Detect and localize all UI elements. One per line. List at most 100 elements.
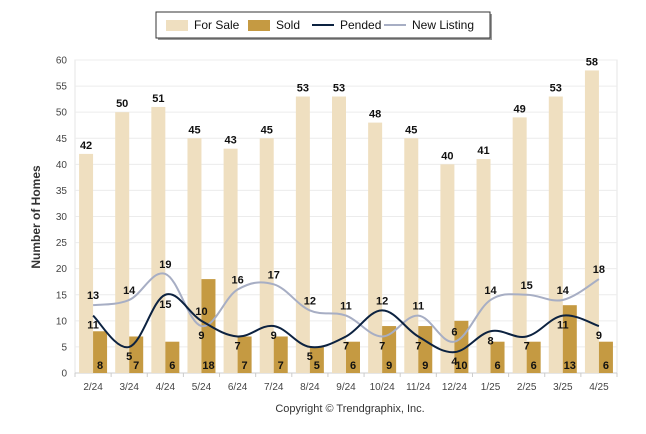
x-tick-label: 2/25 (517, 382, 537, 393)
x-tick-label: 1/25 (481, 382, 501, 393)
y-tick-label: 55 (56, 82, 68, 93)
bar-for-sale (332, 96, 346, 374)
label-new-listing: 9 (198, 330, 204, 342)
legend-swatch (166, 20, 188, 31)
label-pended: 7 (235, 340, 241, 352)
bar-sold (237, 336, 252, 373)
legend-swatch (248, 20, 270, 31)
bar-sold (273, 336, 288, 373)
label-for-sale: 41 (477, 145, 489, 157)
label-for-sale: 43 (224, 135, 236, 147)
label-new-listing: 16 (231, 275, 243, 287)
y-tick-label: 35 (56, 186, 68, 197)
label-for-sale: 45 (261, 124, 273, 136)
y-tick-label: 50 (56, 108, 68, 119)
label-pended: 5 (307, 351, 313, 363)
label-new-listing: 15 (521, 280, 533, 292)
label-for-sale: 53 (550, 83, 562, 95)
bar-for-sale (79, 153, 94, 373)
label-pended: 9 (271, 330, 277, 342)
label-new-listing: 6 (451, 327, 457, 339)
label-pended: 7 (415, 340, 421, 352)
label-sold: 7 (278, 360, 284, 372)
label-pended: 11 (557, 320, 569, 332)
label-sold: 18 (202, 360, 214, 372)
y-tick-label: 30 (56, 212, 68, 223)
label-for-sale: 49 (514, 103, 526, 115)
label-pended: 5 (126, 351, 132, 363)
bar-sold (346, 341, 360, 373)
legend-label: Sold (276, 18, 300, 32)
legend-label: For Sale (194, 18, 240, 32)
x-tick-label: 3/25 (553, 382, 573, 393)
bar-for-sale (512, 117, 527, 373)
legend-pended: Pended (312, 18, 381, 32)
label-new-listing: 7 (379, 340, 385, 352)
y-tick-label: 5 (61, 342, 67, 353)
y-axis: 0 5 10 15 20 25 30 35 40 45 50 55 60 (56, 56, 68, 380)
legend-sold: Sold (248, 18, 300, 32)
bar-sold (165, 341, 180, 373)
x-tick-label: 3/24 (119, 382, 139, 393)
label-sold: 7 (242, 360, 248, 372)
label-pended: 11 (87, 320, 99, 332)
label-pended: 12 (376, 295, 388, 307)
bars (79, 70, 613, 374)
label-sold: 6 (350, 360, 356, 372)
bar-for-sale (548, 96, 563, 374)
y-tick-label: 40 (56, 160, 68, 171)
line-pended (92, 293, 600, 354)
label-new-listing: 11 (412, 301, 424, 313)
y-tick-label: 25 (56, 238, 68, 249)
legend-for-sale: For Sale (166, 18, 240, 32)
y-tick-label: 10 (56, 316, 68, 327)
label-new-listing: 17 (268, 269, 280, 281)
x-tick-label: 5/24 (192, 382, 212, 393)
label-sold: 6 (169, 360, 175, 372)
bar-sold (562, 305, 577, 373)
x-tick-label: 10/24 (370, 382, 395, 393)
bar-for-sale (295, 96, 310, 374)
bar-for-sale (115, 112, 130, 374)
legend-new-listing: New Listing (384, 18, 474, 32)
bar-for-sale (440, 164, 455, 373)
x-tick-label: 7/24 (264, 382, 284, 393)
label-new-listing: 18 (593, 264, 605, 276)
label-sold: 5 (314, 360, 320, 372)
legend-label: Pended (340, 18, 381, 32)
label-for-sale: 45 (405, 124, 417, 136)
label-for-sale: 50 (116, 98, 128, 110)
label-for-sale: 45 (188, 124, 200, 136)
y-tick-label: 60 (56, 56, 68, 67)
y-axis-label: Number of Homes (29, 165, 43, 269)
label-sold: 6 (603, 360, 609, 372)
y-tick-label: 0 (61, 369, 67, 380)
line-new-listing (92, 272, 600, 343)
legend: For Sale Sold Pended New Listing (155, 11, 492, 40)
y-tick-label: 20 (56, 264, 68, 275)
label-new-listing: 14 (484, 285, 497, 297)
label-sold: 9 (386, 360, 392, 372)
label-for-sale: 42 (80, 140, 92, 152)
label-new-listing: 19 (159, 259, 171, 271)
label-sold: 7 (133, 360, 139, 372)
x-tick-label: 12/24 (442, 382, 467, 393)
label-sold: 13 (564, 360, 576, 372)
x-tick-label: 9/24 (336, 382, 356, 393)
x-axis: 2/24 3/24 4/24 5/24 6/24 7/24 8/24 9/24 10/24 11/… (74, 373, 618, 393)
label-for-sale: 53 (333, 83, 345, 95)
label-for-sale: 51 (152, 93, 164, 105)
label-pended: 8 (487, 335, 493, 347)
bar-for-sale (223, 148, 238, 373)
bar-sold (309, 346, 324, 373)
bar-sold (93, 331, 108, 373)
legend-label: New Listing (412, 18, 474, 32)
label-pended: 9 (596, 330, 602, 342)
label-for-sale: 40 (441, 150, 453, 162)
y-tick-label: 45 (56, 134, 68, 145)
label-pended: 7 (524, 340, 530, 352)
label-pended: 4 (451, 356, 458, 368)
x-tick-label: 2/24 (83, 382, 103, 393)
